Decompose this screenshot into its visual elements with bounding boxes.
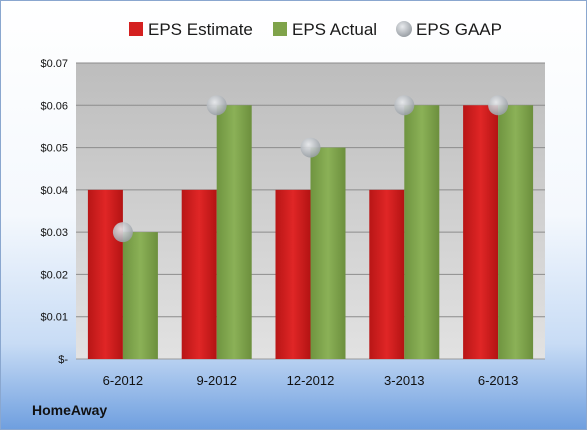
eps-actual-bar bbox=[498, 105, 534, 360]
eps-estimate-bar bbox=[463, 105, 499, 360]
y-tick-label: $0.01 bbox=[40, 312, 68, 324]
eps-gaap-marker bbox=[488, 95, 509, 116]
eps-gaap-marker bbox=[206, 95, 227, 116]
eps-actual-bar bbox=[310, 147, 346, 359]
gaap-markers bbox=[112, 95, 509, 243]
legend-swatch-estimate bbox=[129, 22, 143, 36]
y-tick-label: $0.02 bbox=[40, 269, 68, 281]
eps-gaap-marker bbox=[112, 222, 133, 243]
bars bbox=[87, 105, 534, 360]
legend-item-gaap: EPS GAAP bbox=[396, 20, 502, 39]
eps-estimate-bar bbox=[369, 189, 405, 359]
eps-gaap-marker bbox=[394, 95, 415, 116]
legend: EPS Estimate EPS Actual EPS GAAP bbox=[129, 20, 502, 39]
eps-estimate-bar bbox=[275, 189, 311, 359]
y-tick-label: $0.06 bbox=[40, 100, 68, 112]
x-tick-label: 6-2012 bbox=[103, 373, 143, 388]
y-tick-label: $- bbox=[58, 354, 68, 366]
company-name: HomeAway bbox=[32, 402, 108, 418]
y-tick-label: $0.03 bbox=[40, 227, 68, 239]
y-tick-label: $0.04 bbox=[40, 185, 68, 197]
eps-actual-bar bbox=[216, 105, 252, 360]
legend-item-actual: EPS Actual bbox=[273, 20, 377, 39]
y-axis: $- $0.01 $0.02 $0.03 $0.04 $0.05 $0.06 $0.07 bbox=[40, 58, 68, 366]
eps-gaap-marker bbox=[300, 137, 321, 158]
x-tick-label: 3-2013 bbox=[384, 373, 424, 388]
legend-label-gaap: EPS GAAP bbox=[416, 20, 502, 39]
legend-swatch-gaap bbox=[396, 21, 412, 37]
legend-label-estimate: EPS Estimate bbox=[148, 20, 253, 39]
eps-estimate-bar bbox=[87, 189, 123, 359]
x-tick-label: 6-2013 bbox=[478, 373, 518, 388]
legend-swatch-actual bbox=[273, 22, 287, 36]
eps-estimate-bar bbox=[181, 189, 217, 359]
y-tick-label: $0.05 bbox=[40, 143, 68, 155]
x-tick-label: 12-2012 bbox=[287, 373, 335, 388]
y-tick-label: $0.07 bbox=[40, 58, 68, 70]
legend-label-actual: EPS Actual bbox=[292, 20, 377, 39]
x-tick-label: 9-2012 bbox=[196, 373, 236, 388]
eps-actual-bar bbox=[122, 232, 158, 359]
eps-actual-bar bbox=[404, 105, 440, 360]
x-axis: 6-2012 9-2012 12-2012 3-2013 6-2013 bbox=[103, 373, 519, 388]
legend-item-estimate: EPS Estimate bbox=[129, 20, 253, 39]
